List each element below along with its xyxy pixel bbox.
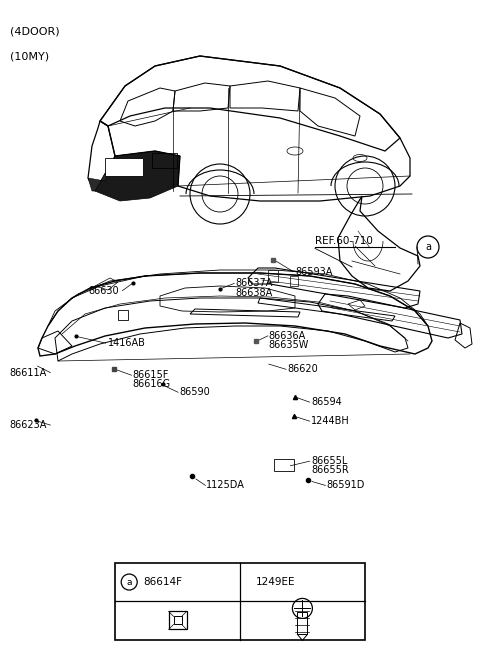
- Text: 86637A: 86637A: [235, 278, 273, 289]
- Text: 86614F: 86614F: [143, 577, 182, 587]
- Text: a: a: [126, 577, 132, 586]
- Text: 86616G: 86616G: [132, 379, 170, 390]
- Polygon shape: [88, 156, 115, 191]
- Text: 86630: 86630: [88, 285, 119, 296]
- Text: (10MY): (10MY): [10, 51, 49, 61]
- Text: (4DOOR): (4DOOR): [10, 26, 59, 36]
- Text: 86635W: 86635W: [269, 340, 309, 350]
- Text: 86594: 86594: [311, 397, 342, 407]
- Text: 1416AB: 1416AB: [108, 338, 146, 348]
- Polygon shape: [95, 151, 180, 201]
- Text: 86590: 86590: [179, 387, 210, 398]
- Text: 86611A: 86611A: [10, 367, 47, 378]
- Text: a: a: [425, 242, 431, 252]
- Text: 86593A: 86593A: [295, 266, 333, 277]
- Text: 86655L: 86655L: [311, 456, 348, 466]
- Text: 86623A: 86623A: [10, 420, 47, 430]
- Text: 86655R: 86655R: [311, 464, 349, 475]
- Text: 86620: 86620: [287, 364, 318, 375]
- Text: 86638A: 86638A: [235, 288, 273, 298]
- FancyBboxPatch shape: [105, 158, 143, 176]
- Text: REF.60-710: REF.60-710: [315, 236, 373, 247]
- Text: 86615F: 86615F: [132, 370, 168, 380]
- Text: 86636A: 86636A: [269, 331, 306, 341]
- Text: 1125DA: 1125DA: [206, 480, 245, 491]
- Text: 1244BH: 1244BH: [311, 416, 350, 426]
- Text: 86591D: 86591D: [326, 480, 365, 491]
- Text: 1249EE: 1249EE: [256, 577, 296, 587]
